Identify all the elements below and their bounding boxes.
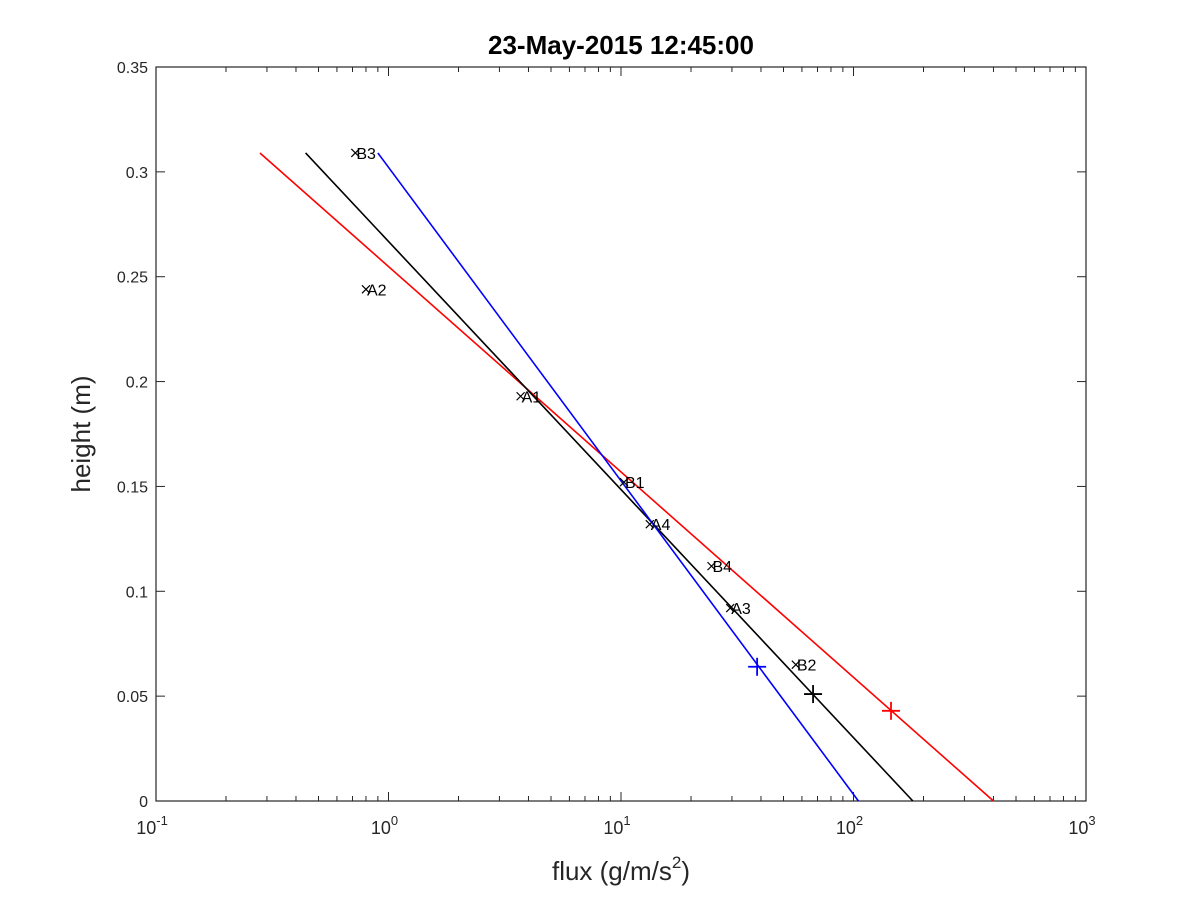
point-label: A1 xyxy=(522,389,542,406)
x-marker-stroke-b xyxy=(516,391,526,401)
fit-line xyxy=(377,152,860,802)
y-axis: 0 0.05 0.1 0.15 0.2 0.25 0.3 0.35 xyxy=(117,60,1086,811)
x-tick-label: 10-1 xyxy=(136,813,168,838)
data-point: A3 xyxy=(725,601,751,618)
x-tick-label-base: 10 xyxy=(371,818,391,838)
data-point: B1 xyxy=(619,475,645,492)
x-tick-label-exponent: -1 xyxy=(156,813,168,828)
x-tick-label-base: 10 xyxy=(136,818,156,838)
chart-title: 23-May-2015 12:45:00 xyxy=(488,30,754,60)
x-tick-label: 100 xyxy=(371,813,398,838)
x-marker-stroke-b xyxy=(645,519,655,529)
x-axis-label-superscript: 2 xyxy=(672,853,681,872)
x-tick-label-base: 10 xyxy=(1068,818,1088,838)
data-point: A4 xyxy=(645,517,671,534)
fit-marker-plus xyxy=(882,701,901,720)
fit-marker-plus xyxy=(748,657,767,676)
y-axis-label: height (m) xyxy=(66,375,96,492)
data-point: A2 xyxy=(361,282,387,299)
x-tick-label-exponent: 2 xyxy=(856,813,863,828)
x-tick-label-exponent: 1 xyxy=(623,813,630,828)
point-label: A4 xyxy=(651,517,671,534)
point-label: B1 xyxy=(625,475,645,492)
fit-line xyxy=(305,152,914,802)
data-point: B2 xyxy=(791,658,817,675)
point-label: A2 xyxy=(367,282,387,299)
x-tick-label-exponent: 3 xyxy=(1088,813,1095,828)
x-marker-stroke-b xyxy=(619,477,629,487)
plot-area xyxy=(155,66,1087,802)
point-label: B3 xyxy=(356,146,376,163)
x-tick-label-base: 10 xyxy=(836,818,856,838)
y-tick-label: 0.3 xyxy=(126,165,148,182)
x-tick-label: 103 xyxy=(1068,813,1095,838)
x-tick-label-base: 10 xyxy=(603,818,623,838)
x-axis-label-end: ) xyxy=(681,856,690,886)
data-point: A1 xyxy=(516,389,542,406)
x-tick-label-exponent: 0 xyxy=(391,813,398,828)
y-tick-label: 0.35 xyxy=(117,60,148,77)
point-label: B2 xyxy=(797,658,817,675)
y-tick-label: 0.05 xyxy=(117,689,148,706)
y-tick-label: 0 xyxy=(139,794,148,811)
x-marker-stroke-b xyxy=(361,284,371,294)
x-marker-stroke-b xyxy=(707,561,716,571)
data-point: B3 xyxy=(350,146,376,163)
x-marker-stroke-b xyxy=(791,660,801,670)
y-tick-label: 0.2 xyxy=(126,375,148,392)
x-tick-label: 101 xyxy=(603,813,630,838)
point-label: A3 xyxy=(731,601,751,618)
point-label: B4 xyxy=(712,559,732,576)
x-axis-label: flux (g/m/s2) xyxy=(552,853,690,886)
x-marker-stroke-b xyxy=(725,603,735,613)
fit-marker-plus xyxy=(804,685,823,704)
fit-line xyxy=(259,152,995,802)
data-points: B3 A2 A1 B1 A4 B4 A3 B2 xyxy=(350,146,817,675)
y-tick-label: 0.25 xyxy=(117,270,148,287)
x-axis-label-main: flux (g/m/s xyxy=(552,856,672,886)
data-point: B4 xyxy=(707,559,732,576)
x-marker-stroke-b xyxy=(350,148,360,158)
y-tick-label: 0.15 xyxy=(117,479,148,496)
x-tick-label: 102 xyxy=(836,813,863,838)
x-axis: 10-1 100 101 102 103 xyxy=(136,67,1096,838)
y-tick-label: 0.1 xyxy=(126,584,148,601)
fit-lines xyxy=(259,152,995,802)
